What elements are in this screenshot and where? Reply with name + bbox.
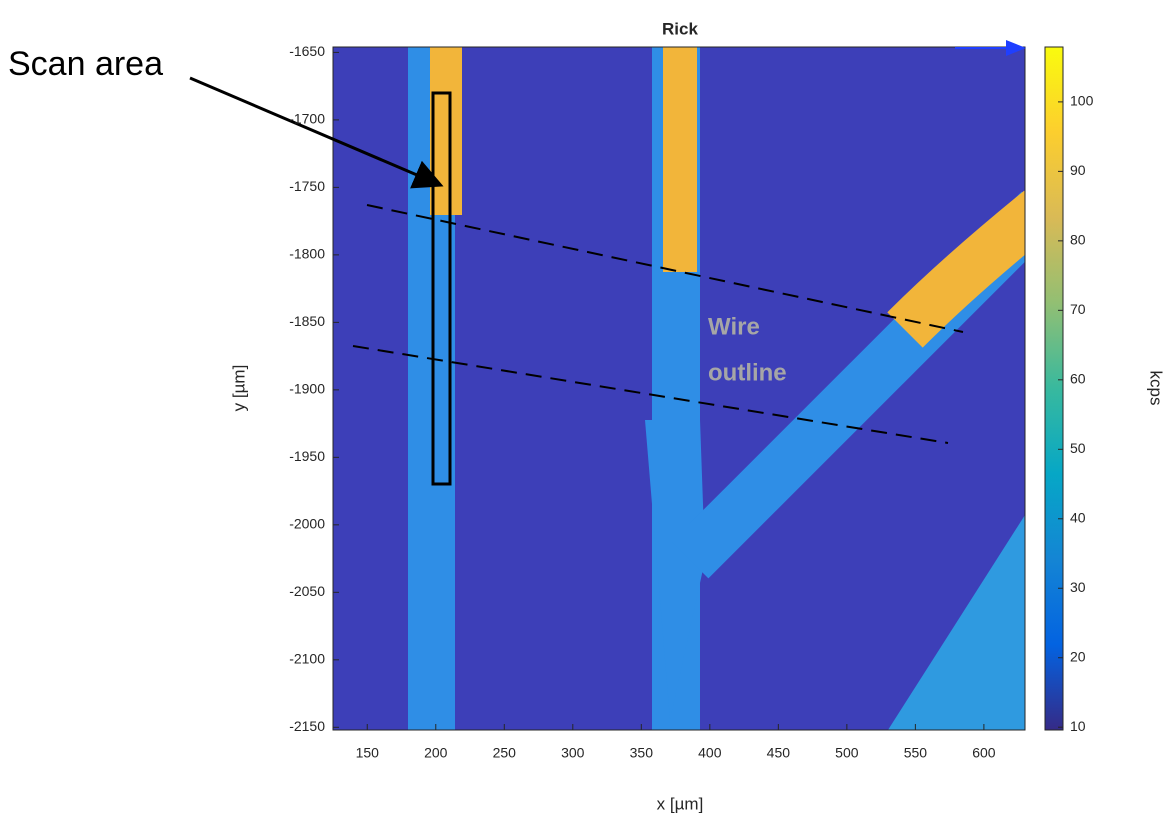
colorbar-tick-label: 20 bbox=[1070, 648, 1086, 664]
colorbar-tick-label: 30 bbox=[1070, 579, 1086, 595]
y-tick-label: -2150 bbox=[289, 718, 325, 734]
y-tick-label: -1650 bbox=[289, 43, 325, 59]
colorbar-label: kcps bbox=[1147, 371, 1166, 406]
colorbar-tick-label: 90 bbox=[1070, 162, 1086, 178]
annotation: outline bbox=[708, 359, 787, 386]
colorbar-tick-label: 40 bbox=[1070, 509, 1086, 525]
colorbar-tick-label: 60 bbox=[1070, 371, 1086, 387]
colorbar-tick-label: 70 bbox=[1070, 301, 1086, 317]
y-axis-label: y [µm] bbox=[229, 365, 248, 412]
x-axis-label: x [µm] bbox=[657, 794, 704, 813]
annotation: Wire bbox=[708, 313, 760, 340]
plot-frame bbox=[332, 46, 1026, 731]
y-tick-label: -1850 bbox=[289, 313, 325, 329]
dashed-line bbox=[366, 204, 964, 333]
colorbar bbox=[1044, 46, 1064, 731]
arrow bbox=[189, 76, 444, 189]
x-tick-label: 550 bbox=[904, 745, 928, 761]
y-tick-label: -1950 bbox=[289, 448, 325, 464]
y-tick-label: -2050 bbox=[289, 583, 325, 599]
x-tick-label: 600 bbox=[972, 745, 996, 761]
dashed-line bbox=[352, 345, 949, 444]
x-tick-label: 200 bbox=[424, 745, 448, 761]
scan-rect bbox=[431, 91, 452, 486]
y-tick-label: -1900 bbox=[289, 381, 325, 397]
colorbar-tick-label: 80 bbox=[1070, 232, 1086, 248]
y-tick-label: -1800 bbox=[289, 246, 325, 262]
x-tick-label: 150 bbox=[356, 745, 380, 761]
x-tick-label: 500 bbox=[835, 745, 859, 761]
colorbar-tick-label: 50 bbox=[1070, 440, 1086, 456]
x-tick-label: 300 bbox=[561, 745, 585, 761]
colorbar-tick-label: 10 bbox=[1070, 718, 1086, 734]
y-tick-label: -1750 bbox=[289, 178, 325, 194]
colorbar-tick-label: 100 bbox=[1070, 93, 1094, 109]
x-tick-label: 250 bbox=[493, 745, 517, 761]
y-tick-label: -2000 bbox=[289, 516, 325, 532]
heatmap-image bbox=[333, 47, 1025, 730]
annotation: Scan area bbox=[8, 45, 163, 83]
y-tick-label: -2100 bbox=[289, 651, 325, 667]
y-tick-label: -1700 bbox=[289, 111, 325, 127]
x-tick-label: 400 bbox=[698, 745, 722, 761]
chart-title: Rick bbox=[662, 19, 698, 38]
x-tick-label: 450 bbox=[767, 745, 791, 761]
x-tick-label: 350 bbox=[630, 745, 654, 761]
